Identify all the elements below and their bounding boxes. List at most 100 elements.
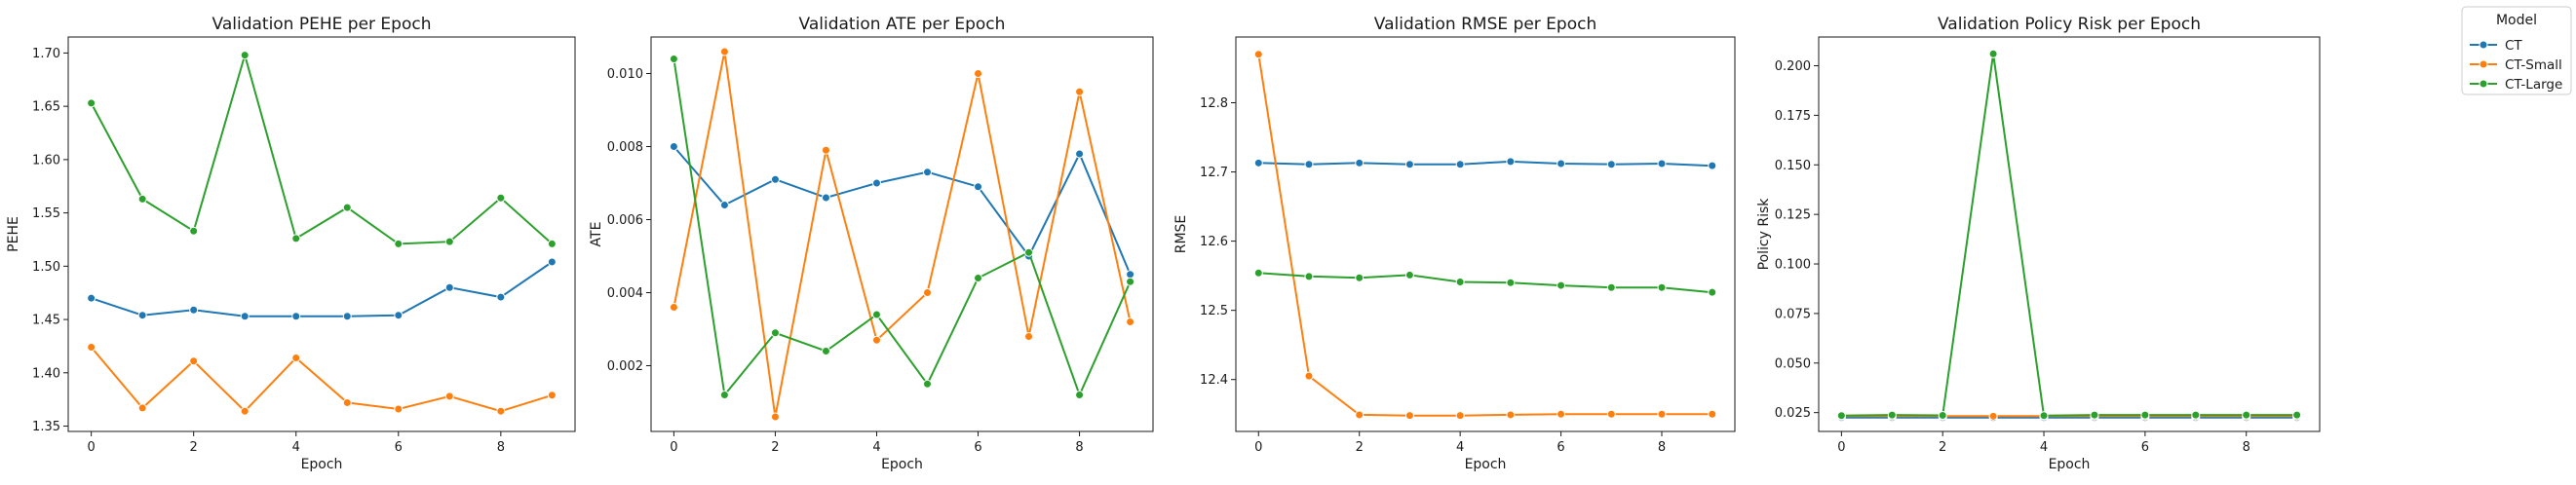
data-point-ct-small xyxy=(1455,411,1465,421)
y-tick-label: 0.100 xyxy=(1775,258,1811,273)
y-tick-label: 0.010 xyxy=(607,67,643,82)
x-tick-label: 2 xyxy=(1356,440,1364,455)
subplot-4: Validation Policy Risk per Epoch 0 2 4 6 8 0.0… xyxy=(1756,15,2321,472)
y-tick-label: 1.60 xyxy=(32,153,60,168)
x-tick-label: 0 xyxy=(87,440,95,455)
data-point-ct xyxy=(719,201,729,209)
series-line-ct-small xyxy=(90,346,553,413)
data-point-ct-small xyxy=(1304,371,1314,381)
data-point-ct-large xyxy=(1126,277,1135,286)
data-point-ct-large xyxy=(444,237,454,246)
x-axis-label: Epoch xyxy=(881,457,923,472)
series-line-ct xyxy=(1258,160,1712,168)
data-point-ct-large xyxy=(1404,270,1414,280)
data-point-ct-large xyxy=(87,98,96,108)
series-line-ct-large xyxy=(1841,54,2297,417)
legend-marker-ct xyxy=(2479,40,2488,50)
x-tick-label: 2 xyxy=(1939,440,1946,455)
data-point-ct-small xyxy=(496,406,506,416)
y-tick-label: 1.40 xyxy=(32,366,60,381)
data-point-ct-large xyxy=(821,347,830,355)
x-tick-label: 4 xyxy=(292,440,300,455)
y-tick-label: 0.008 xyxy=(607,140,643,155)
data-point-ct xyxy=(1657,159,1667,168)
y-tick-label: 12.5 xyxy=(1200,304,1228,318)
data-point-ct-large xyxy=(1253,268,1263,278)
data-point-ct-large xyxy=(2292,410,2302,420)
data-point-ct-large xyxy=(1606,282,1616,292)
data-point-ct-large xyxy=(1708,287,1717,297)
data-point-ct-large xyxy=(291,234,301,243)
y-tick-label: 0.150 xyxy=(1775,159,1811,173)
legend-title: Model xyxy=(2496,13,2537,28)
y-tick-label: 12.7 xyxy=(1200,166,1228,180)
x-tick-label: 8 xyxy=(2243,440,2250,455)
data-point-ct xyxy=(770,174,780,184)
plot-frame xyxy=(1235,36,1736,432)
x-tick-label: 4 xyxy=(2040,440,2048,455)
y-tick-label: 1.55 xyxy=(32,206,60,221)
data-point-ct-large xyxy=(1506,278,1516,287)
data-point-ct xyxy=(1253,158,1263,168)
data-point-ct-large xyxy=(1455,278,1465,287)
legend-marker-ct-large xyxy=(2479,79,2488,89)
data-point-ct xyxy=(394,311,404,320)
data-point-ct xyxy=(974,182,983,192)
data-point-ct-small xyxy=(291,353,301,362)
y-tick-label: 0.050 xyxy=(1775,356,1811,371)
y-tick-label: 1.45 xyxy=(32,314,60,328)
x-tick-label: 4 xyxy=(872,440,880,455)
y-tick-label: 0.006 xyxy=(607,213,643,228)
series-line-ct-small xyxy=(1257,54,1712,417)
y-tick-label: 0.075 xyxy=(1775,307,1811,321)
y-tick-label: 12.4 xyxy=(1200,373,1228,388)
x-axis-label: Epoch xyxy=(301,457,343,472)
y-tick-label: 0.175 xyxy=(1775,109,1811,124)
y-tick-label: 1.35 xyxy=(32,420,60,434)
data-point-ct-small xyxy=(342,397,352,407)
data-point-ct-small xyxy=(87,343,96,353)
data-point-ct-small xyxy=(1557,409,1566,419)
data-point-ct xyxy=(821,193,830,203)
subplot-1: Validation PEHE per Epoch 0 2 4 6 8 1.35 1.40 1.… xyxy=(6,15,576,472)
plot-frame xyxy=(650,36,1154,432)
y-tick-label: 1.65 xyxy=(32,100,60,115)
data-point-ct xyxy=(547,257,557,267)
chart-title: Validation ATE per Epoch xyxy=(799,15,1006,34)
data-point-ct xyxy=(871,178,881,188)
data-point-ct xyxy=(1557,159,1566,168)
data-point-ct-large xyxy=(2242,410,2251,420)
data-point-ct-large xyxy=(137,194,147,204)
y-tick-label: 0.025 xyxy=(1775,406,1811,421)
data-point-ct-small xyxy=(821,145,830,155)
data-point-ct-small xyxy=(1024,332,1034,341)
data-point-ct xyxy=(1506,157,1516,167)
data-point-ct xyxy=(1355,158,1365,168)
data-point-ct-large xyxy=(669,55,678,63)
y-tick-label: 0.200 xyxy=(1775,59,1811,74)
data-point-ct-large xyxy=(974,274,983,282)
data-point-ct xyxy=(137,311,147,320)
data-point-ct xyxy=(923,168,933,177)
data-point-ct-large xyxy=(189,226,199,236)
y-axis-label: ATE xyxy=(589,222,604,247)
data-point-ct xyxy=(669,142,678,151)
y-tick-label: 1.70 xyxy=(32,47,60,61)
data-point-ct-small xyxy=(547,391,557,400)
data-point-ct-small xyxy=(189,356,199,366)
data-point-ct-small xyxy=(669,303,678,312)
y-tick-label: 0.125 xyxy=(1775,208,1811,223)
data-point-ct xyxy=(1708,161,1717,170)
series-line-ct-small xyxy=(673,51,1132,418)
data-point-ct-small xyxy=(1075,87,1085,96)
data-point-ct-small xyxy=(1606,409,1616,419)
legend-box xyxy=(2461,6,2572,95)
y-tick-label: 1.50 xyxy=(32,260,60,275)
chart-title: Validation Policy Risk per Epoch xyxy=(1938,15,2201,34)
y-axis-label: RMSE xyxy=(1173,215,1189,254)
x-tick-label: 4 xyxy=(1456,440,1464,455)
series-line-ct-large xyxy=(90,51,554,245)
data-point-ct-large xyxy=(1657,282,1667,292)
legend-label-ct: CT xyxy=(2505,38,2522,54)
